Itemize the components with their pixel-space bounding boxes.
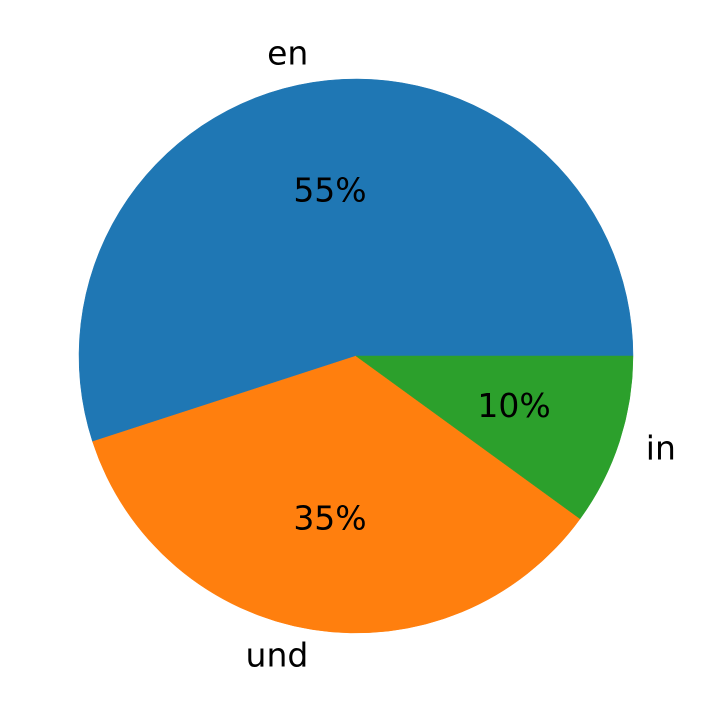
pie-slice-in bbox=[355, 355, 634, 520]
slice-percent-und: 35% bbox=[293, 499, 366, 538]
pie-slices bbox=[78, 78, 634, 634]
slice-percent-in: 10% bbox=[477, 386, 550, 425]
pie-labels: en 55% und 35% in 10% bbox=[246, 34, 676, 675]
slice-label-in: in bbox=[646, 429, 676, 468]
slice-label-und: und bbox=[246, 635, 309, 674]
slice-percent-en: 55% bbox=[293, 170, 366, 209]
pie-slice-und bbox=[92, 355, 581, 634]
pie-slice-en bbox=[78, 78, 634, 442]
slice-label-en: en bbox=[267, 34, 308, 73]
